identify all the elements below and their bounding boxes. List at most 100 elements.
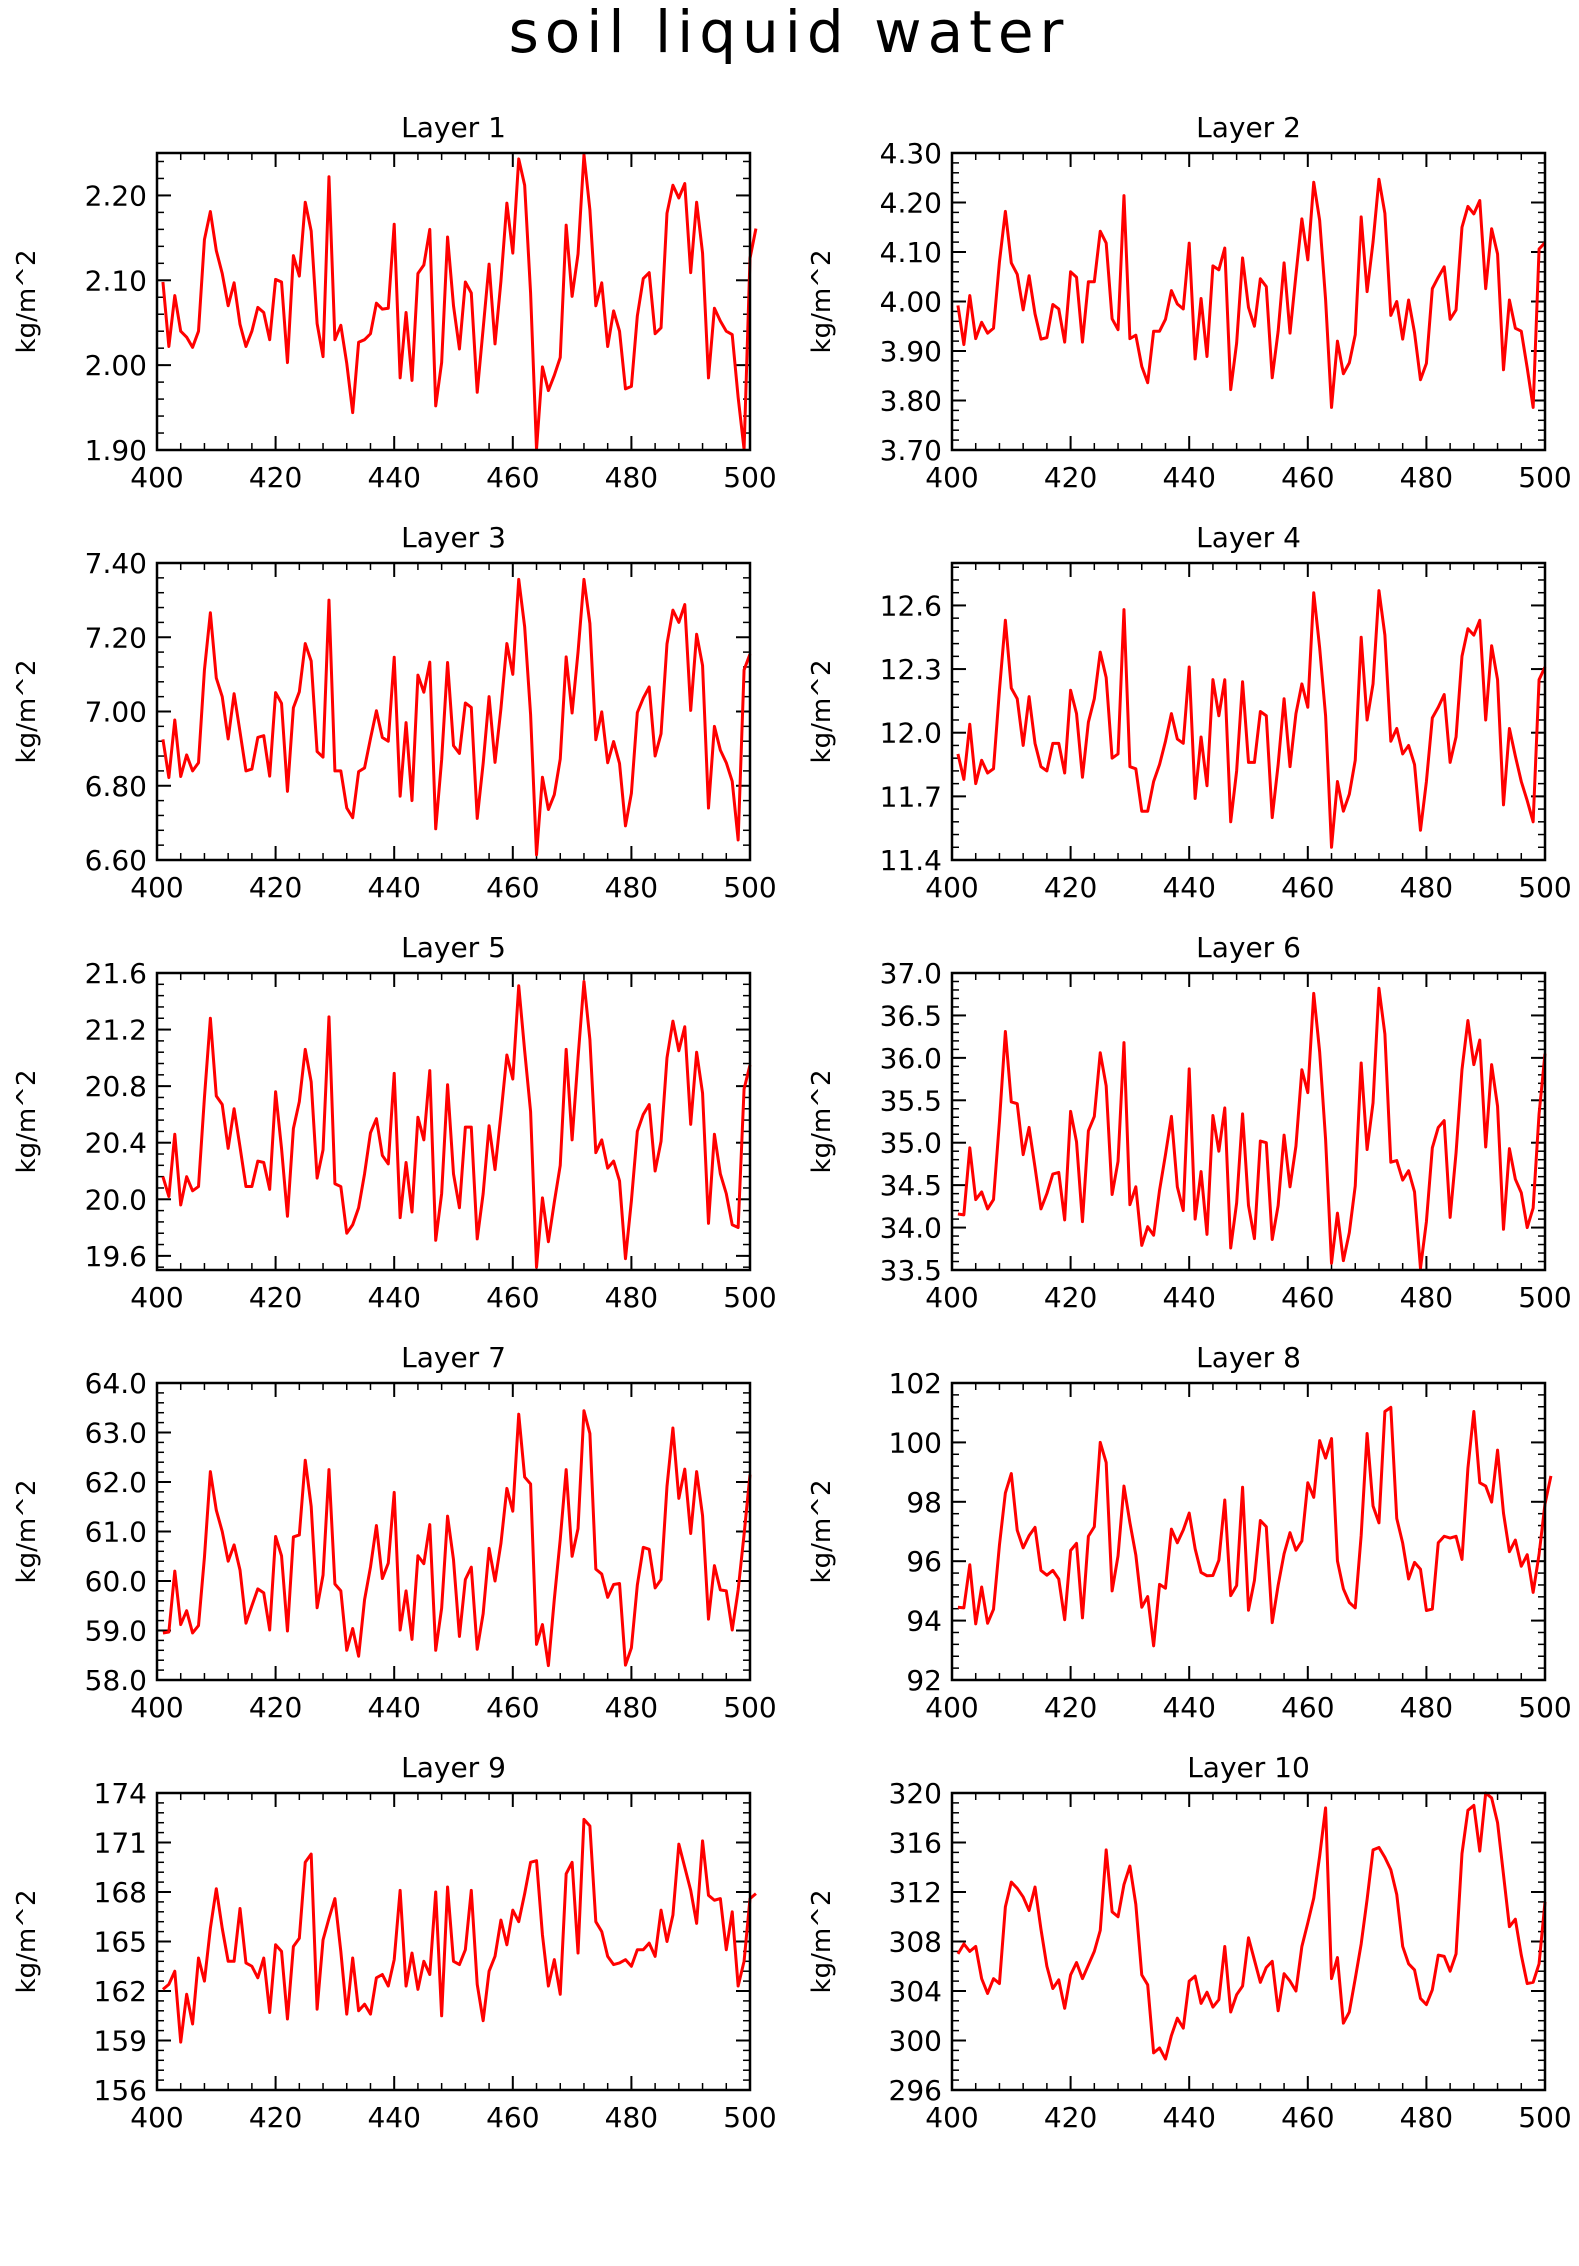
y-tick-label: 7.20 xyxy=(85,621,147,654)
x-tick-label: 500 xyxy=(723,1281,776,1314)
x-tick-label: 400 xyxy=(130,1281,183,1314)
x-tick-label: 500 xyxy=(1518,461,1571,494)
y-tick-label: 63.0 xyxy=(85,1417,147,1450)
y-tick-label: 156 xyxy=(94,2074,147,2107)
y-tick-label: 320 xyxy=(889,1777,942,1810)
x-tick-label: 500 xyxy=(1518,871,1571,904)
plot-frame-layer-4 xyxy=(950,561,1547,862)
chart-layer-1: Layer 1 kg/m^2 400 420 440 460 480 500 1.90 2.00 2… xyxy=(12,111,777,494)
x-tick-label: 420 xyxy=(1044,871,1097,904)
x-minor-ticks-layer-7 xyxy=(156,1383,751,1680)
x-tick-label: 480 xyxy=(1400,1691,1453,1724)
x-tick-label: 440 xyxy=(1162,1281,1215,1314)
y-axis-label-layer-10: kg/m^2 xyxy=(807,1890,837,1994)
x-tick-label: 400 xyxy=(925,1281,978,1314)
plot-frame-layer-7 xyxy=(155,1381,752,1682)
x-tick-label: 500 xyxy=(1518,1281,1571,1314)
y-tick-label: 100 xyxy=(889,1426,942,1459)
x-minor-ticks-layer-4 xyxy=(951,563,1546,860)
y-axis-label-layer-4: kg/m^2 xyxy=(807,660,837,764)
y-tick-label: 102 xyxy=(889,1367,942,1400)
chart-layer-5: Layer 5 kg/m^2 400 420 440 460 480 500 19.6 20.0 2… xyxy=(12,931,777,1314)
chart-layer-7: Layer 7 kg/m^2 400 420 440 460 480 500 58.0 59.0 6… xyxy=(12,1341,777,1724)
plot-frame-layer-6 xyxy=(950,971,1547,1272)
series-line-layer-2 xyxy=(956,177,1547,409)
plot-frame-layer-8 xyxy=(950,1381,1547,1682)
panel-title-layer-10: Layer 10 xyxy=(1187,1751,1310,1784)
x-tick-label: 440 xyxy=(367,1691,420,1724)
x-tick-label: 440 xyxy=(367,871,420,904)
y-minor-ticks-layer-6 xyxy=(952,972,1545,1271)
x-tick-label: 480 xyxy=(1400,1281,1453,1314)
y-tick-label: 33.5 xyxy=(880,1254,942,1287)
y-tick-label: 4.00 xyxy=(880,286,942,319)
panel-title-layer-1: Layer 1 xyxy=(401,111,506,144)
x-tick-label: 400 xyxy=(130,871,183,904)
y-tick-label: 162 xyxy=(94,1975,147,2008)
x-tick-label: 440 xyxy=(1162,1691,1215,1724)
y-tick-label: 300 xyxy=(889,2025,942,2058)
panel-title-layer-2: Layer 2 xyxy=(1196,111,1301,144)
x-tick-label: 480 xyxy=(1400,2101,1453,2134)
y-tick-label: 35.0 xyxy=(880,1127,942,1160)
x-tick-label: 480 xyxy=(605,461,658,494)
x-tick-label: 440 xyxy=(1162,461,1215,494)
x-tick-label: 460 xyxy=(1281,461,1334,494)
y-tick-label: 2.00 xyxy=(85,349,147,382)
y-tick-label: 6.80 xyxy=(85,770,147,803)
chart-layer-3: Layer 3 kg/m^2 400 420 440 460 480 500 6.60 6.80 7… xyxy=(12,521,777,904)
y-minor-ticks-layer-8 xyxy=(952,1382,1545,1681)
y-tick-label: 20.4 xyxy=(85,1127,147,1160)
x-tick-label: 460 xyxy=(1281,1281,1334,1314)
y-tick-label: 3.80 xyxy=(880,385,942,418)
y-tick-label: 2.10 xyxy=(85,264,147,297)
x-tick-label: 400 xyxy=(925,871,978,904)
panel-title-layer-5: Layer 5 xyxy=(401,931,506,964)
y-tick-label: 36.0 xyxy=(880,1042,942,1075)
panel-title-layer-7: Layer 7 xyxy=(401,1341,506,1374)
panel-title-layer-8: Layer 8 xyxy=(1196,1341,1301,1374)
chart-layer-9: Layer 9 kg/m^2 400 420 440 460 480 500 156 159 162… xyxy=(12,1751,777,2134)
plot-frame-layer-9 xyxy=(155,1791,752,2092)
x-tick-label: 440 xyxy=(367,461,420,494)
series-line-layer-9 xyxy=(161,1817,757,2044)
x-tick-label: 460 xyxy=(486,1281,539,1314)
x-tick-label: 480 xyxy=(605,871,658,904)
x-tick-label: 500 xyxy=(723,461,776,494)
y-minor-ticks-layer-9 xyxy=(157,1792,750,2091)
series-line-layer-6 xyxy=(957,986,1547,1270)
series-line-layer-10 xyxy=(956,1791,1547,2061)
y-minor-ticks-layer-4 xyxy=(952,566,1545,861)
series-line-layer-3 xyxy=(161,577,752,857)
x-tick-label: 420 xyxy=(1044,1691,1097,1724)
x-tick-label: 480 xyxy=(605,1691,658,1724)
panel-title-layer-6: Layer 6 xyxy=(1196,931,1301,964)
y-tick-label: 34.5 xyxy=(880,1169,942,1202)
y-tick-label: 316 xyxy=(889,1827,942,1860)
plot-frame-layer-3 xyxy=(155,561,752,862)
x-tick-label: 460 xyxy=(1281,2101,1334,2134)
x-tick-label: 400 xyxy=(130,2101,183,2134)
plot-frame-layer-10 xyxy=(950,1791,1547,2092)
y-tick-label: 19.6 xyxy=(85,1240,147,1273)
x-tick-label: 500 xyxy=(723,2101,776,2134)
y-tick-label: 12.0 xyxy=(880,717,942,750)
x-tick-label: 500 xyxy=(1518,2101,1571,2134)
x-tick-label: 500 xyxy=(1518,1691,1571,1724)
x-minor-ticks-layer-8 xyxy=(951,1383,1546,1680)
x-tick-label: 460 xyxy=(486,871,539,904)
x-tick-label: 460 xyxy=(486,1691,539,1724)
y-tick-label: 7.00 xyxy=(85,696,147,729)
y-axis-label-layer-1: kg/m^2 xyxy=(12,250,42,354)
plot-frame-layer-1 xyxy=(155,151,752,452)
y-tick-label: 308 xyxy=(889,1926,942,1959)
panel-title-layer-9: Layer 9 xyxy=(401,1751,506,1784)
x-tick-label: 440 xyxy=(1162,871,1215,904)
panels: Layer 1 kg/m^2 400 420 440 460 480 500 1.90 2.00 2… xyxy=(12,111,1572,2134)
y-axis-label-layer-7: kg/m^2 xyxy=(12,1480,42,1584)
y-minor-ticks-layer-5 xyxy=(157,972,750,1268)
series-line-layer-1 xyxy=(161,153,758,451)
y-tick-label: 11.7 xyxy=(880,780,942,813)
x-tick-label: 480 xyxy=(605,2101,658,2134)
y-tick-label: 312 xyxy=(889,1876,942,1909)
